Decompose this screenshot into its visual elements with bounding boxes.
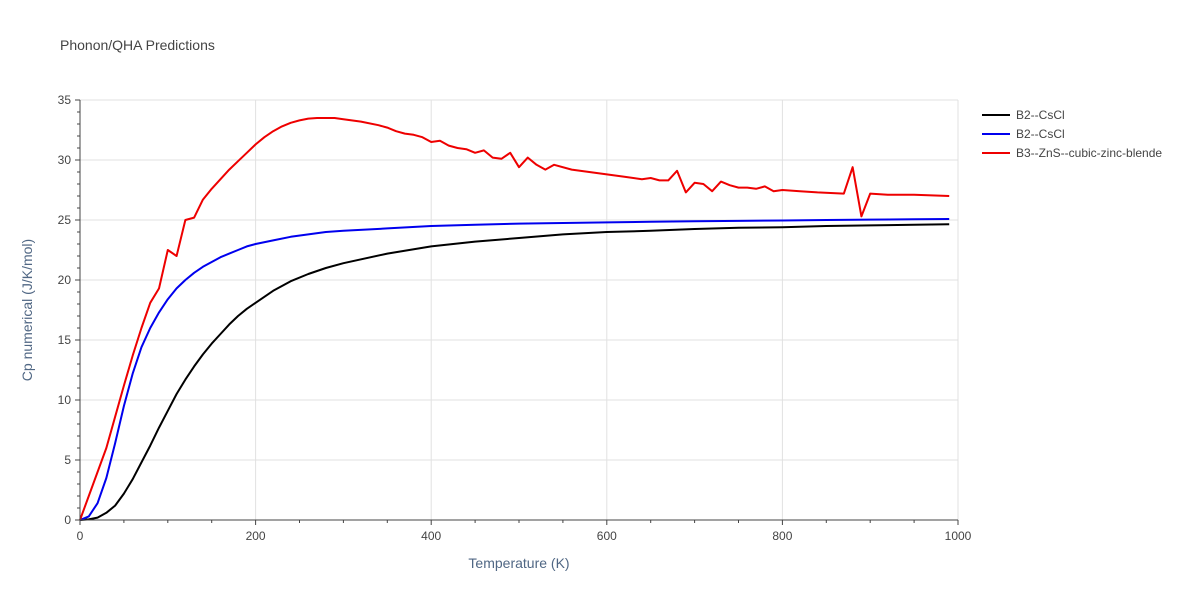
y-tick-label: 15 (58, 333, 72, 347)
legend-label: B3--ZnS--cubic-zinc-blende (1016, 146, 1162, 160)
y-tick-label: 20 (58, 273, 72, 287)
y-tick-label: 5 (64, 453, 71, 467)
y-tick-label: 25 (58, 213, 72, 227)
x-tick-label: 400 (421, 529, 441, 543)
y-axis-title: Cp numerical (J/K/mol) (19, 239, 35, 381)
chart-title: Phonon/QHA Predictions (60, 37, 215, 53)
series-line-3 (79, 117, 950, 521)
x-tick-label: 600 (597, 529, 617, 543)
axes (79, 100, 958, 521)
x-tick-label: 0 (77, 529, 84, 543)
series-line-1 (79, 223, 950, 521)
x-tick-label: 200 (246, 529, 266, 543)
legend[interactable]: B2--CsCl B2--CsCl B3--ZnS--cubic-zinc-blen… (982, 108, 1162, 160)
legend-label: B2--CsCl (1016, 127, 1065, 141)
y-tick-label: 30 (58, 153, 72, 167)
grid-lines (79, 99, 959, 521)
x-axis-title: Temperature (K) (468, 555, 569, 571)
y-tick-label: 35 (58, 93, 72, 107)
y-tick-label: 10 (58, 393, 72, 407)
y-axis-ticks: 0 5 10 15 20 25 30 35 (58, 93, 80, 527)
x-axis-ticks: 0 200 400 600 800 1000 (77, 520, 972, 543)
y-tick-label: 0 (64, 513, 71, 527)
legend-label: B2--CsCl (1016, 108, 1065, 122)
series-line-2 (79, 218, 950, 521)
x-tick-label: 800 (772, 529, 792, 543)
x-tick-label: 1000 (945, 529, 972, 543)
plot-area (79, 117, 950, 521)
